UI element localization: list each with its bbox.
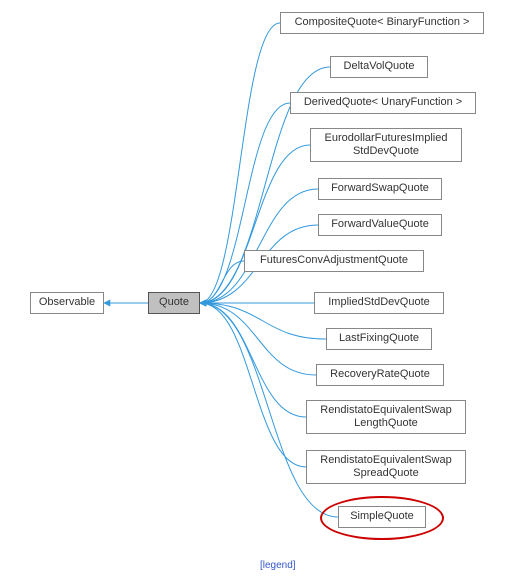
node-n12: SimpleQuote (338, 506, 426, 528)
node-n8: LastFixingQuote (326, 328, 432, 350)
edge-n8-to-quote (200, 303, 326, 339)
edge-n10-to-quote (200, 303, 306, 417)
edge-n2-to-quote (200, 103, 290, 303)
node-n10: RendistatoEquivalentSwap LengthQuote (306, 400, 466, 434)
node-n7: ImpliedStdDevQuote (314, 292, 444, 314)
edge-n11-to-quote (200, 303, 306, 467)
node-n6: FuturesConvAdjustmentQuote (244, 250, 424, 272)
node-n0: CompositeQuote< BinaryFunction > (280, 12, 484, 34)
node-n4: ForwardSwapQuote (318, 178, 442, 200)
node-quote: Quote (148, 292, 200, 314)
node-n2: DerivedQuote< UnaryFunction > (290, 92, 476, 114)
node-observable: Observable (30, 292, 104, 314)
edge-layer (0, 0, 519, 580)
edge-n4-to-quote (200, 189, 318, 303)
node-n9: RecoveryRateQuote (316, 364, 444, 386)
node-n1: DeltaVolQuote (330, 56, 428, 78)
edge-n9-to-quote (200, 303, 316, 375)
edge-n3-to-quote (200, 145, 310, 303)
legend-link[interactable]: [legend] (260, 560, 296, 571)
edge-n6-to-quote (200, 261, 244, 303)
node-n3: EurodollarFuturesImplied StdDevQuote (310, 128, 462, 162)
node-n5: ForwardValueQuote (318, 214, 442, 236)
node-n11: RendistatoEquivalentSwap SpreadQuote (306, 450, 466, 484)
